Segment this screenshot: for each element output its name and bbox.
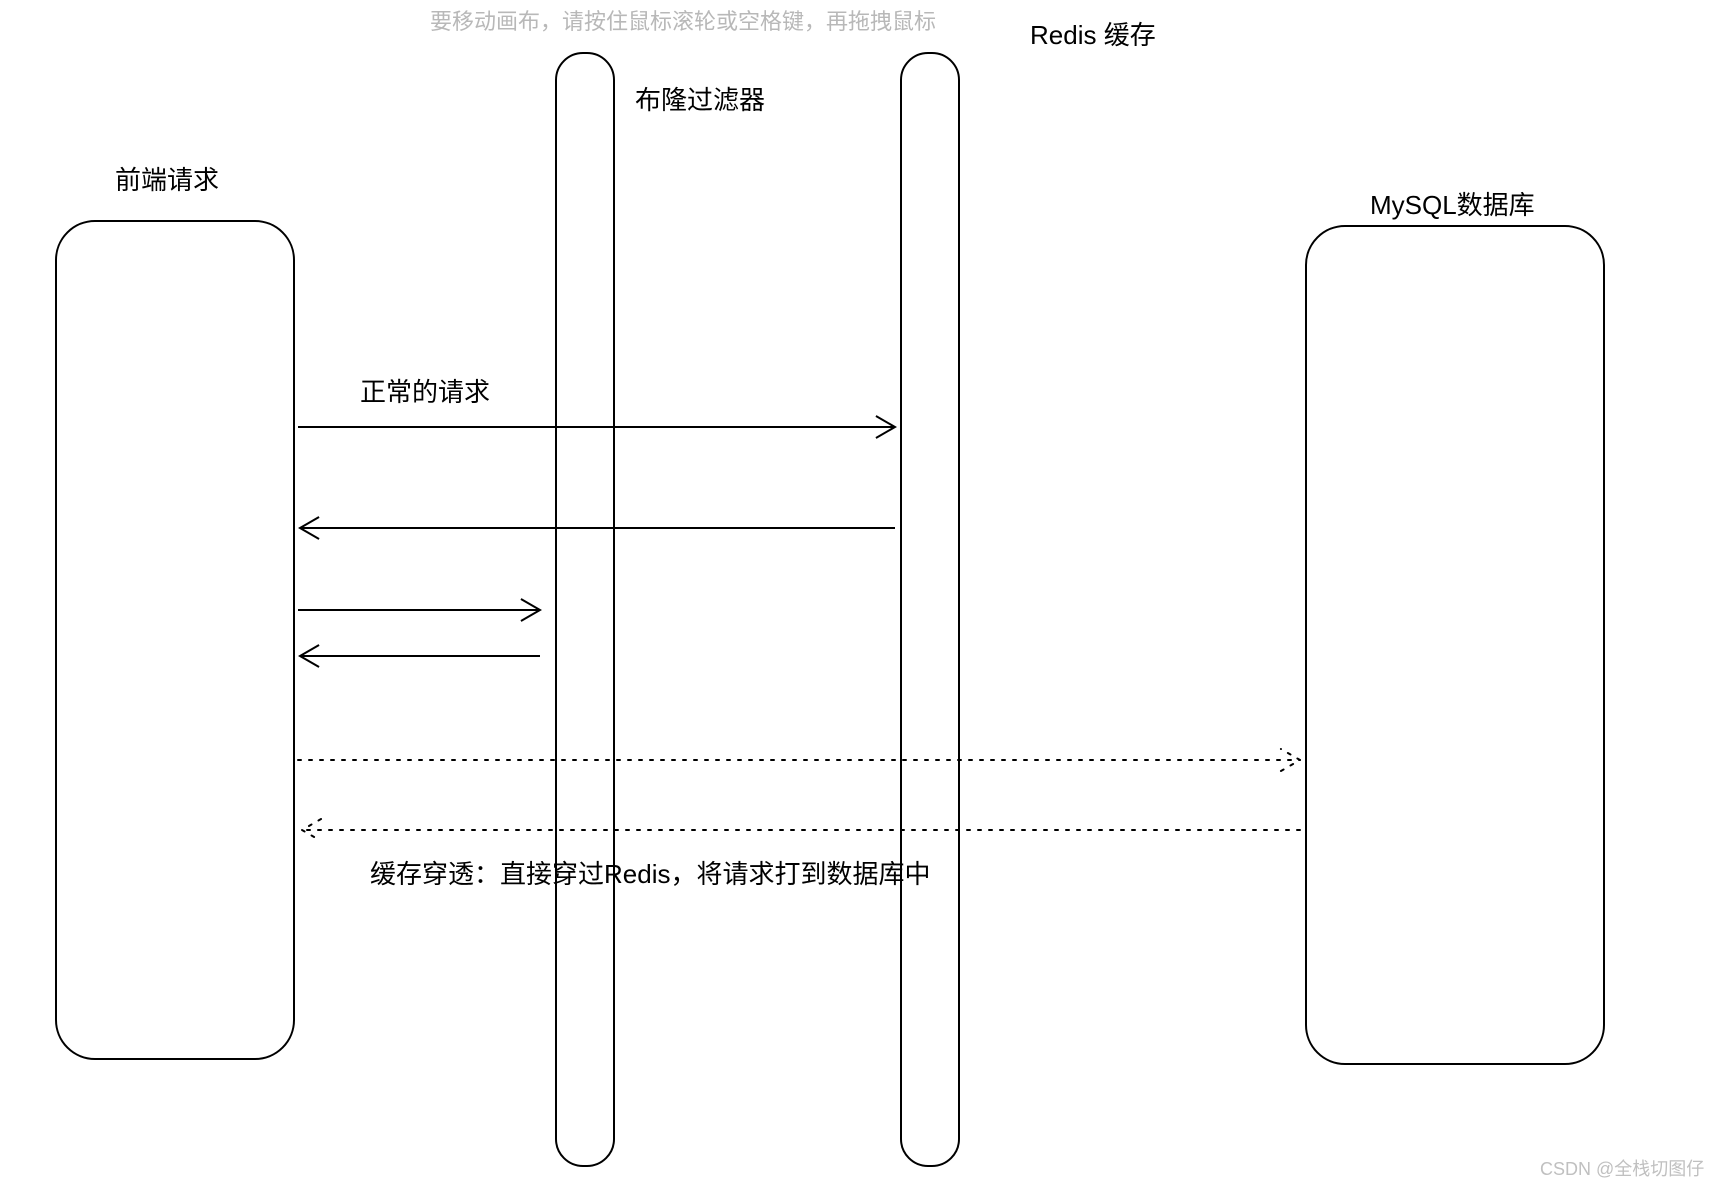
node-label-redis: Redis 缓存 bbox=[1030, 15, 1156, 52]
annotation-normal-request: 正常的请求 bbox=[360, 372, 490, 409]
node-box-redis bbox=[900, 52, 960, 1167]
node-label-frontend: 前端请求 bbox=[115, 160, 219, 197]
csdn-watermark: CSDN @全栈切图仔 bbox=[1540, 1155, 1704, 1181]
annotation-cache-penetration: 缓存穿透：直接穿过Redis，将请求打到数据库中 bbox=[370, 854, 930, 891]
node-label-bloom: 布隆过滤器 bbox=[635, 80, 765, 117]
node-box-mysql bbox=[1305, 225, 1605, 1065]
canvas-hint-text: 要移动画布，请按住鼠标滚轮或空格键，再拖拽鼠标 bbox=[430, 4, 936, 36]
node-box-bloom bbox=[555, 52, 615, 1167]
node-label-mysql: MySQL数据库 bbox=[1370, 185, 1535, 222]
node-box-frontend bbox=[55, 220, 295, 1060]
